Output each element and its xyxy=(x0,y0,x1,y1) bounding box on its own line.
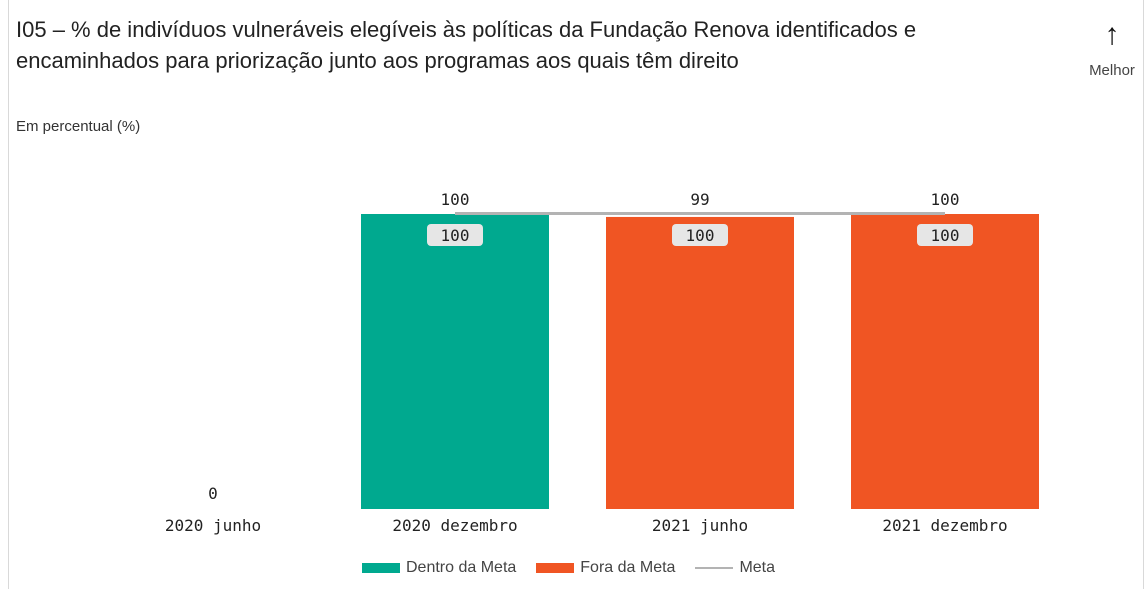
x-tick-label-2: 2020 dezembro xyxy=(392,516,517,535)
better-indicator: ↑ Melhor xyxy=(1080,18,1144,79)
meta-label-box-3 xyxy=(672,224,728,246)
meta-label-box-4 xyxy=(917,224,973,246)
data-label-1: 0 xyxy=(208,484,218,503)
legend-swatch-meta xyxy=(695,567,734,569)
bar-4 xyxy=(851,214,1039,509)
meta-label-text-3: 100 xyxy=(686,226,715,245)
legend-swatch-fora xyxy=(536,563,575,573)
better-label: Melhor xyxy=(1089,62,1135,79)
x-tick-label-3: 2021 junho xyxy=(652,516,748,535)
meta-label-3: 100 xyxy=(672,224,728,246)
meta-label-4: 100 xyxy=(917,224,973,246)
meta-label-box-2 xyxy=(427,224,483,246)
legend-swatch-dentro xyxy=(362,563,400,573)
chart-subtitle: Em percentual (%) xyxy=(16,118,141,135)
bar-2 xyxy=(361,214,549,509)
chart-title: I05 – % de indivíduos vulneráveis elegív… xyxy=(16,17,917,73)
meta-label-2: 100 xyxy=(427,224,483,246)
legend-label-dentro: Dentro da Meta xyxy=(406,559,517,576)
bar-3 xyxy=(606,216,794,509)
left-border xyxy=(8,0,9,589)
legend-item-fora: Fora da Meta xyxy=(536,559,675,577)
legend-item-meta: Meta xyxy=(695,559,775,577)
legend-item-dentro: Dentro da Meta xyxy=(362,559,516,577)
data-label-3: 99 xyxy=(690,190,709,209)
x-tick-label-1: 2020 junho xyxy=(165,516,261,535)
data-label-4: 100 xyxy=(931,190,960,209)
legend-label-fora: Fora da Meta xyxy=(580,559,676,576)
x-tick-label-4: 2021 dezembro xyxy=(882,516,1007,535)
legend: Dentro da Meta Fora da Meta Meta xyxy=(362,558,795,578)
right-border xyxy=(1143,0,1144,589)
meta-label-text-2: 100 xyxy=(441,226,470,245)
data-label-2: 100 xyxy=(441,190,470,209)
legend-label-meta: Meta xyxy=(739,559,776,576)
arrow-up-icon: ↑ xyxy=(1104,18,1120,51)
meta-label-text-4: 100 xyxy=(931,226,960,245)
